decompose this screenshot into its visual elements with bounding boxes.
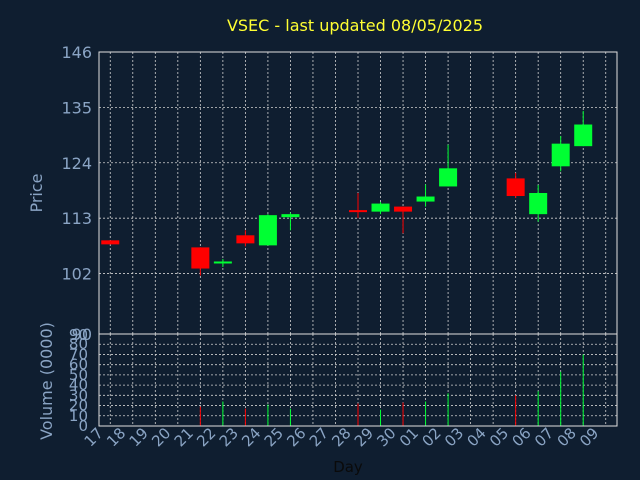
- day-axis-ticks: 1718192021222324252627282930010203040506…: [81, 424, 603, 450]
- price-tick-label: 113: [61, 209, 92, 228]
- volume-tick-label: 10: [69, 407, 88, 425]
- candlestick-series: [101, 110, 593, 276]
- candle-body: [551, 143, 570, 167]
- candle-body: [529, 193, 548, 215]
- volume-tick-label: 60: [69, 356, 88, 374]
- candle-body: [574, 124, 593, 147]
- price-axis-label: Price: [27, 173, 46, 212]
- volume-axis-label: Volume (0000): [37, 322, 56, 440]
- candle-body: [101, 240, 120, 245]
- candle-body: [349, 210, 367, 213]
- volume-tick-label: 20: [69, 397, 88, 415]
- volume-plot-frame: [98, 333, 618, 427]
- price-tick-label: 102: [61, 265, 92, 284]
- volume-tick-label: 80: [69, 335, 88, 353]
- candle-body: [371, 203, 390, 212]
- volume-tick-label: 40: [69, 376, 88, 394]
- candle-body: [506, 178, 525, 197]
- volume-tick-label: 70: [69, 345, 88, 363]
- price-tick-label: 135: [61, 98, 92, 117]
- volume-tick-label: 50: [69, 366, 88, 384]
- volume-tick-label: 0: [78, 417, 88, 435]
- volume-tick-label: 30: [69, 386, 88, 404]
- candle-body: [191, 247, 210, 269]
- price-tick-label: 146: [61, 43, 92, 62]
- candle-body: [439, 168, 458, 187]
- candle-body: [416, 196, 435, 202]
- candle-body: [394, 206, 413, 212]
- price-tick-label: 124: [61, 154, 92, 173]
- candle-body: [281, 214, 300, 218]
- chart-title: VSEC - last updated 08/05/2025: [227, 16, 483, 35]
- candle-body: [258, 215, 277, 246]
- volume-series: [199, 354, 584, 426]
- price-axis-ticks: 90 102 113 124 135 146: [61, 43, 92, 344]
- candle-body: [236, 235, 255, 244]
- candle-body: [213, 261, 232, 264]
- day-axis-label: Day: [333, 458, 363, 476]
- volume-tick-label-max: 90: [69, 326, 88, 344]
- price-tick-label: 90: [72, 325, 92, 344]
